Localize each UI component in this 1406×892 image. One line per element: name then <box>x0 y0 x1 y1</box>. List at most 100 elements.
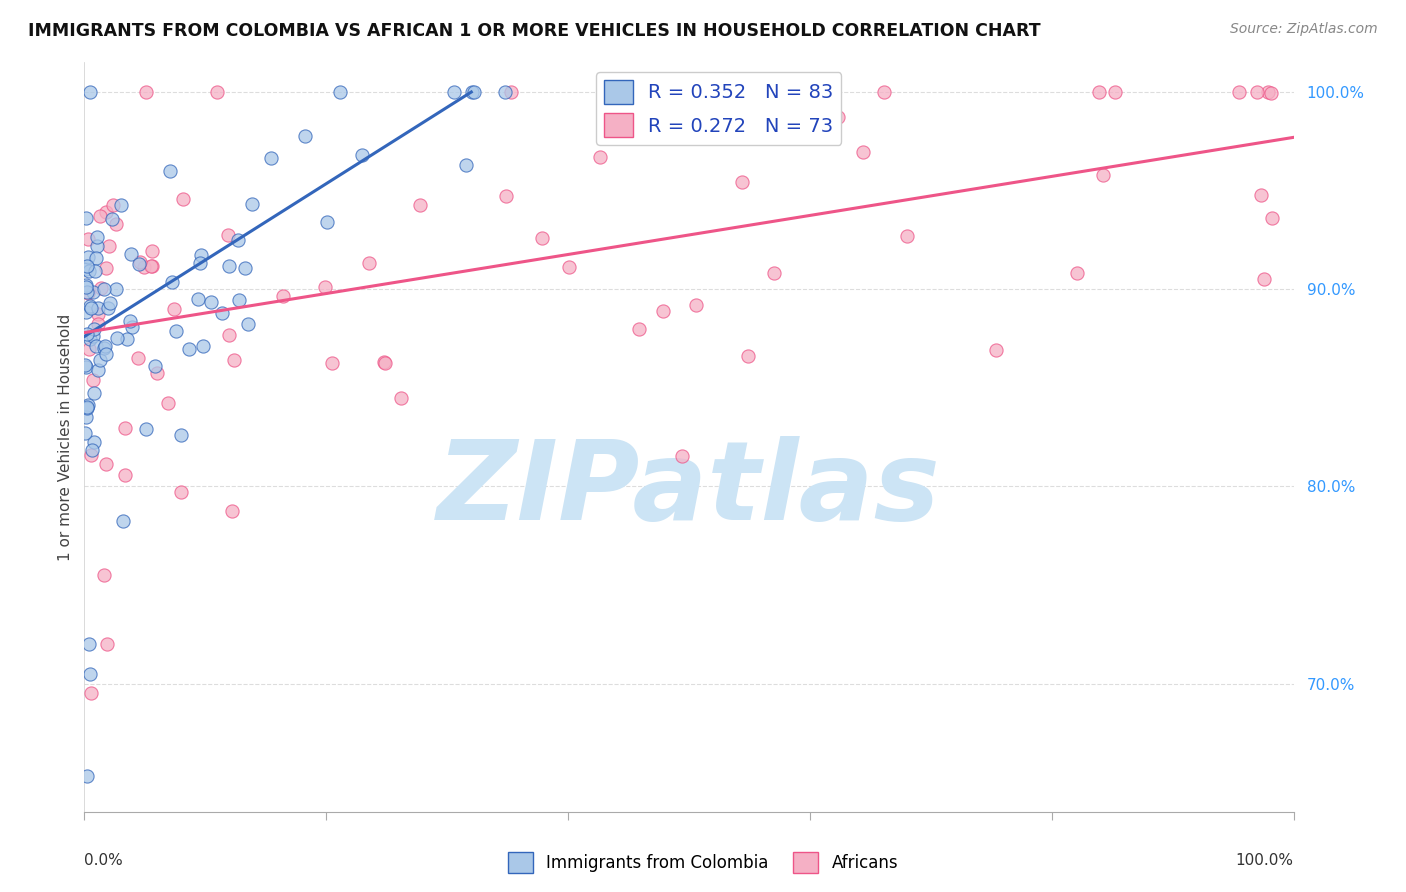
Point <box>1227 85 1250 99</box>
Point <box>76 401 98 415</box>
Point <box>135 85 157 99</box>
Point <box>329 85 352 99</box>
Text: 100.0%: 100.0% <box>1236 853 1294 868</box>
Point <box>79 666 101 681</box>
Point <box>159 164 181 178</box>
Point <box>112 515 135 529</box>
Point <box>165 324 187 338</box>
Point <box>135 422 157 436</box>
Point <box>557 260 579 274</box>
Point <box>98 296 121 310</box>
Point <box>89 353 111 368</box>
Point <box>146 367 169 381</box>
Point <box>651 304 673 318</box>
Point <box>77 232 100 246</box>
Point <box>205 85 228 99</box>
Point <box>191 339 214 353</box>
Point <box>357 256 380 270</box>
Point <box>128 257 150 271</box>
Point <box>132 260 155 274</box>
Point <box>156 396 179 410</box>
Point <box>75 280 97 294</box>
Point <box>87 317 110 331</box>
Point <box>76 259 98 273</box>
Point <box>762 266 785 280</box>
Point <box>463 85 485 99</box>
Point <box>83 435 105 450</box>
Point <box>75 410 97 425</box>
Point <box>240 196 263 211</box>
Point <box>1261 211 1284 225</box>
Point <box>671 449 693 463</box>
Y-axis label: 1 or more Vehicles in Household: 1 or more Vehicles in Household <box>58 313 73 561</box>
Point <box>80 442 103 457</box>
Point <box>76 285 98 300</box>
Point <box>211 305 233 319</box>
Point <box>589 150 612 164</box>
Point <box>228 293 250 307</box>
Point <box>1253 272 1275 286</box>
Legend: R = 0.352   N = 83, R = 0.272   N = 73: R = 0.352 N = 83, R = 0.272 N = 73 <box>596 72 841 145</box>
Point <box>73 425 96 440</box>
Point <box>141 244 163 258</box>
Point <box>177 342 200 356</box>
Point <box>80 686 103 700</box>
Point <box>224 352 246 367</box>
Point <box>200 295 222 310</box>
Point <box>1257 85 1279 99</box>
Point <box>101 198 124 212</box>
Point <box>143 359 166 373</box>
Point <box>79 299 101 313</box>
Point <box>1250 188 1272 202</box>
Point <box>83 385 105 400</box>
Point <box>294 129 316 144</box>
Point <box>141 259 163 273</box>
Point <box>494 85 516 99</box>
Point <box>233 261 256 276</box>
Point <box>75 305 97 319</box>
Point <box>86 301 108 315</box>
Point <box>105 217 128 231</box>
Point <box>260 151 283 165</box>
Point <box>76 326 98 341</box>
Text: 0.0%: 0.0% <box>84 853 124 868</box>
Point <box>100 211 122 226</box>
Point <box>188 256 211 270</box>
Point <box>77 343 100 357</box>
Point <box>86 239 108 253</box>
Point <box>352 148 374 162</box>
Point <box>852 145 875 159</box>
Point <box>1087 85 1109 99</box>
Point <box>218 327 240 342</box>
Point <box>1066 266 1088 280</box>
Point <box>314 280 336 294</box>
Point <box>83 264 105 278</box>
Point <box>76 286 98 301</box>
Point <box>128 254 150 268</box>
Point <box>162 276 184 290</box>
Point <box>226 233 249 247</box>
Point <box>83 322 105 336</box>
Point <box>77 398 100 412</box>
Text: Source: ZipAtlas.com: Source: ZipAtlas.com <box>1230 22 1378 37</box>
Point <box>316 215 339 229</box>
Point <box>127 351 149 365</box>
Point <box>84 339 107 353</box>
Point <box>75 359 97 374</box>
Point <box>93 341 115 355</box>
Point <box>141 259 163 273</box>
Point <box>373 355 395 369</box>
Point <box>114 468 136 483</box>
Point <box>87 363 110 377</box>
Point <box>82 329 104 343</box>
Point <box>77 637 100 651</box>
Point <box>87 307 110 321</box>
Point <box>737 349 759 363</box>
Point <box>118 314 141 328</box>
Point <box>460 85 482 99</box>
Point <box>93 568 115 582</box>
Point <box>114 420 136 434</box>
Point <box>685 298 707 312</box>
Point <box>84 251 107 265</box>
Point <box>75 277 97 292</box>
